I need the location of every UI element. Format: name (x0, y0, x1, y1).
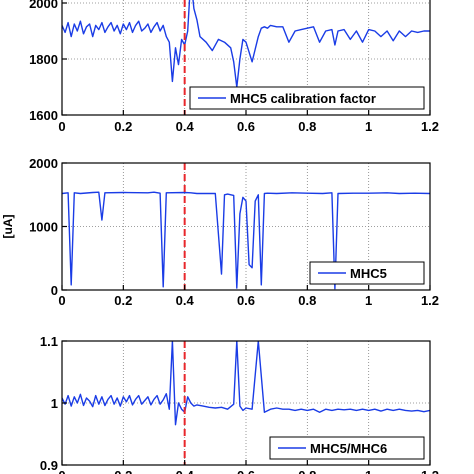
y-axis-label: [uA] (1, 215, 15, 239)
legend-box (269, 436, 425, 460)
y-tick-label: 1600 (29, 108, 58, 123)
y-tick-label: 0 (51, 283, 58, 298)
x-tick-label: 0.8 (298, 293, 316, 308)
x-tick-label: 1 (365, 468, 372, 474)
chart-panel-3: 0 0.2 0.4 0.6 0.8 1 1.2 0.9 1 1.1 MHC5/MHC6 (40, 334, 439, 474)
chart-panel-1: 0 0.2 0.4 0.6 0.8 1 1.2 1600 1800 2000 MHC5 calibr… (29, 0, 439, 134)
x-tick-label: 1.2 (421, 119, 439, 134)
y-tick-label: 2000 (29, 156, 58, 171)
x-tick-label: 1 (365, 119, 372, 134)
x-tick-label: 0.6 (237, 293, 255, 308)
x-tick-label: 0.2 (114, 119, 132, 134)
x-tick-label: 0.8 (298, 119, 316, 134)
x-tick-label: 0.6 (237, 468, 255, 474)
y-tick-label: 2000 (29, 0, 58, 11)
x-tick-label: 0.2 (114, 293, 132, 308)
y-tick-label: 1 (51, 396, 58, 411)
x-tick-label: 0.6 (237, 119, 255, 134)
x-tick-label: 0 (58, 293, 65, 308)
y-tick-label: 0.9 (40, 458, 58, 473)
legend-box (309, 261, 425, 285)
legend-box (189, 86, 425, 110)
x-tick-label: 0 (58, 119, 65, 134)
legend-label: MHC5 (350, 266, 387, 281)
x-tick-label: 1.2 (421, 468, 439, 474)
legend-label: MHC5/MHC6 (310, 441, 387, 456)
x-tick-label: 0.8 (298, 468, 316, 474)
series-line (62, 191, 430, 290)
x-tick-label: 0.4 (176, 119, 195, 134)
x-tick-label: 0.4 (176, 468, 195, 474)
x-tick-label: 1.2 (421, 293, 439, 308)
legend-label: MHC5 calibration factor (230, 91, 376, 106)
series-line (62, 341, 430, 426)
y-tick-label: 1.1 (40, 334, 58, 349)
series-line (62, 0, 430, 88)
x-tick-label: 0.2 (114, 468, 132, 474)
x-tick-label: 0 (58, 468, 65, 474)
y-tick-label: 1000 (29, 220, 58, 235)
y-tick-label: 1800 (29, 52, 58, 67)
chart-panel-2: 0 0.2 0.4 0.6 0.8 1 1.2 0 1000 2000 [uA] MHC5 (1, 156, 439, 308)
x-tick-label: 1 (365, 293, 372, 308)
x-tick-label: 0.4 (176, 293, 195, 308)
